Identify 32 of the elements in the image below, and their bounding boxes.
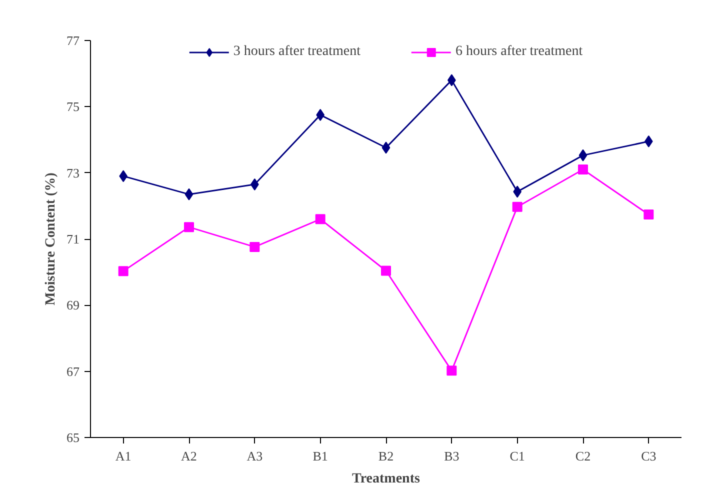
point (644, 210, 654, 220)
x-tick-label: A1 (115, 448, 132, 464)
legend-label: 3 hours after treatment (233, 44, 360, 60)
point (512, 202, 522, 212)
x-tick-label: A2 (181, 448, 197, 464)
y-tick-label: 75 (66, 99, 80, 114)
y-tick-label: 65 (66, 430, 80, 445)
y-tick-label: 71 (66, 232, 80, 246)
point (381, 266, 391, 276)
point (578, 149, 588, 162)
legend-label: 6 hours after treatment (456, 44, 583, 60)
point (118, 266, 128, 276)
x-axis-title: Treatments (352, 472, 421, 486)
x-tick-label: B3 (444, 448, 460, 464)
x-tick-label: C3 (641, 448, 656, 464)
y-tick-label: 67 (66, 364, 80, 379)
y-axis-title: Moisture Content (%) (44, 172, 58, 306)
point (315, 214, 326, 224)
x-tick-label: B1 (312, 448, 328, 464)
y-tick-label: 77 (66, 33, 80, 48)
point (382, 142, 390, 154)
x-tick-label: C2 (575, 448, 591, 464)
point (184, 222, 194, 232)
point (578, 164, 588, 175)
y-tick-label: 69 (66, 298, 80, 313)
x-tick-label: A3 (246, 448, 263, 464)
point (446, 366, 457, 376)
point (184, 188, 194, 200)
x-tick-label: B2 (378, 448, 394, 464)
x-tick-label: C1 (510, 448, 525, 464)
y-tick-label: 73 (66, 165, 80, 180)
point (250, 242, 260, 252)
